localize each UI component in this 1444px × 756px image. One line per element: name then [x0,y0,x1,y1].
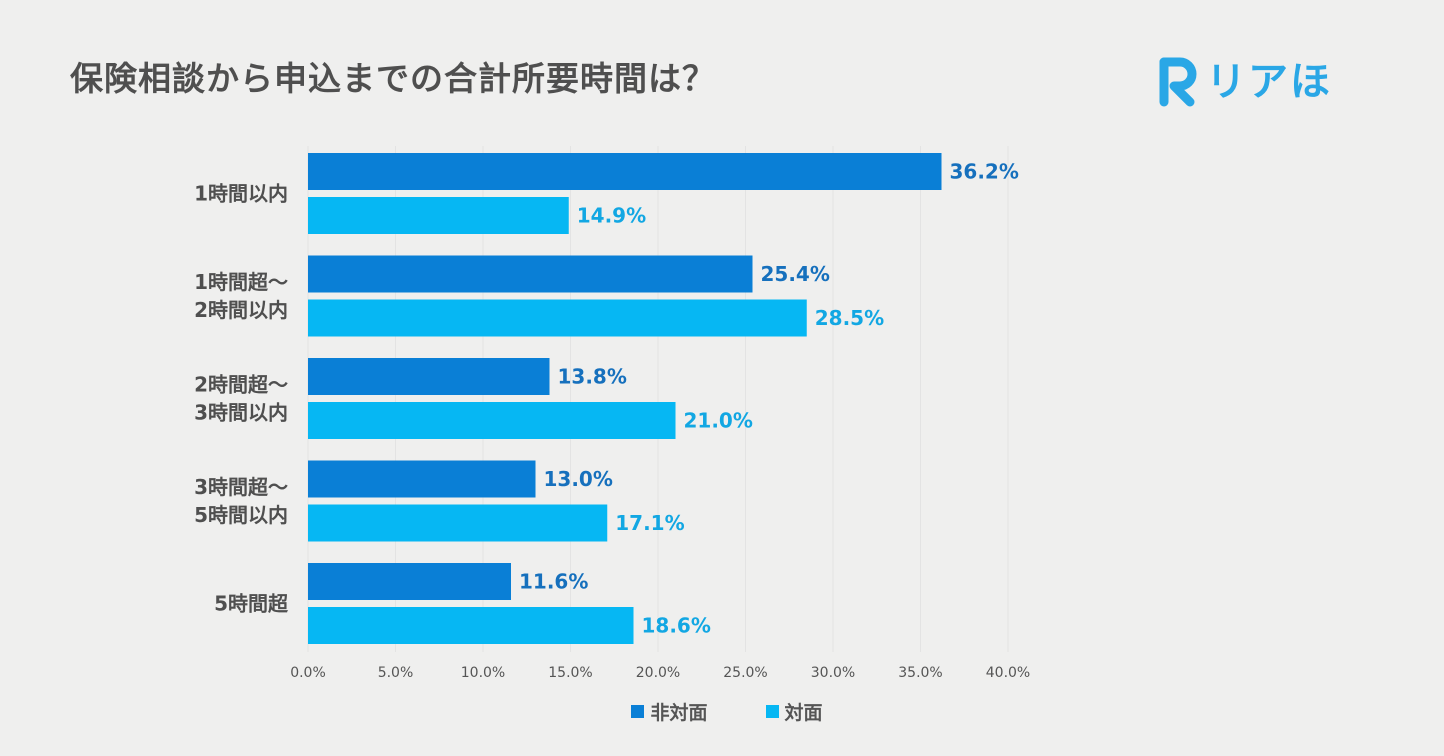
bar-hitaimen-1 [308,255,753,293]
data-label-1-4: 18.6% [642,614,711,638]
bar-taimen-3 [308,504,608,542]
x-tick-label-0: 0.0% [290,665,326,681]
chart-title: 保険相談から申込までの合計所要時間は？ [70,59,716,98]
data-label-1-3: 17.1% [615,511,684,535]
x-tick-label-4: 20.0% [636,665,680,681]
logo-r-icon [1159,57,1197,107]
data-label-0-1: 25.4% [761,262,830,286]
category-label-1-1: 2時間以内 [194,298,288,322]
bar-hitaimen-3 [308,460,536,498]
x-tick-label-7: 35.0% [898,665,942,681]
x-tick-label-1: 5.0% [378,665,414,681]
legend-item-series-1: 対面 [765,698,823,725]
data-label-1-2: 21.0% [684,409,753,433]
legend-swatch-series-1 [765,705,779,718]
data-label-1-0: 14.9% [577,204,646,228]
data-label-0-3: 13.0% [544,467,613,491]
category-label-3-0: 3時間超～ [194,475,288,499]
category-label-3-1: 5時間以内 [194,503,288,527]
bar-taimen-0 [308,197,569,234]
bar-hitaimen-4 [308,563,511,600]
category-label-1-0: 1時間超～ [194,270,288,294]
category-label-4-0: 5時間超 [214,592,289,616]
data-label-0-2: 13.8% [558,365,627,389]
logo: リアほ [1158,56,1332,108]
bar-taimen-4 [308,607,634,644]
legend-label-series-0: 非対面 [650,702,708,724]
x-tick-label-5: 25.0% [723,665,767,681]
legend-item-series-0: 非対面 [631,698,708,725]
category-label-2-1: 3時間以内 [194,401,288,425]
data-label-0-0: 36.2% [950,160,1019,184]
bar-hitaimen-2 [308,358,550,395]
legend-label-series-1: 対面 [784,702,823,724]
x-tick-label-2: 10.0% [461,665,505,681]
data-label-1-1: 28.5% [815,306,884,330]
bar-hitaimen-0 [308,153,942,190]
x-tick-label-8: 40.0% [986,665,1030,681]
bar-chart: 0.0% 5.0% 10.0% 15.0% 20.0% 25.0% 30.0% 35.0% 40… [194,146,1030,681]
x-tick-label-3: 15.0% [548,665,592,681]
x-tick-label-6: 30.0% [811,665,855,681]
logo-text: リアほ [1206,59,1332,105]
category-label-2-0: 2時間超～ [194,373,288,397]
bar-taimen-1 [308,299,807,337]
bar-taimen-2 [308,402,676,439]
data-label-0-4: 11.6% [519,570,588,594]
category-label-0-0: 1時間以内 [194,182,288,206]
legend-swatch-series-0 [631,705,645,718]
legend: 非対面 対面 [0,698,1444,725]
